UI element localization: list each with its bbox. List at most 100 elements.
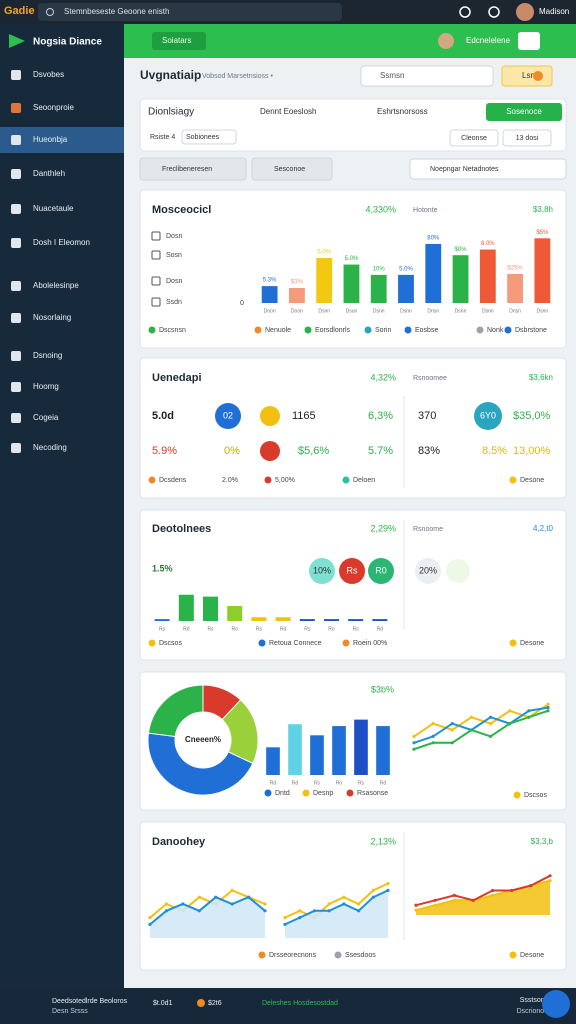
footer-right: Ssstsonos <box>520 997 553 1004</box>
point <box>371 895 375 899</box>
page-subtitle: Vobsod Marsetnsioss • <box>202 73 273 80</box>
filter-search-text[interactable]: Noepngar Netadnotes <box>430 166 499 173</box>
filter-text[interactable]: Sobionees <box>186 134 220 141</box>
action-button[interactable] <box>501 65 553 87</box>
filter-chip-text[interactable]: Sesconoe <box>274 166 305 173</box>
x-tick-label: Rd <box>270 780 277 786</box>
x-tick-label: Rs <box>358 780 365 786</box>
menu-item[interactable]: Abolelesinpe <box>33 281 79 290</box>
stat-value: 370 <box>418 410 436 422</box>
point <box>490 893 495 898</box>
header-action[interactable]: Edcnelelene <box>466 36 511 45</box>
filter-text[interactable]: Rsiste 4 <box>150 134 175 141</box>
menu-item[interactable]: Hoomg <box>33 382 59 391</box>
menu-item[interactable]: Danthleh <box>33 169 65 178</box>
search-placeholder[interactable]: Ssmsn <box>380 71 404 80</box>
menu-icon <box>11 135 21 145</box>
x-tick-label: Dnsn <box>427 308 439 314</box>
filter-chip[interactable] <box>181 129 237 145</box>
bar <box>479 249 496 303</box>
toolbar-link[interactable]: Eshrtsnorsoss <box>377 107 428 116</box>
search-text: Stemnbeseste Geoone enisth <box>64 7 169 16</box>
icon[interactable] <box>459 6 471 18</box>
page-title: Uvgnatiaip <box>140 68 201 82</box>
line <box>413 703 549 738</box>
x-tick-label: Rd <box>377 626 384 632</box>
legend-label: 2.0% <box>222 477 238 484</box>
x-tick-label: Ro <box>336 780 343 786</box>
bar-annotation: 5.3% <box>263 278 277 284</box>
badge <box>260 406 280 426</box>
menu-item[interactable]: Nosorlaing <box>33 313 71 322</box>
legend-swatch <box>264 476 272 484</box>
toolbar-chip-text[interactable]: Cleonse <box>461 135 487 142</box>
donut-segment <box>147 732 254 796</box>
point <box>342 902 346 906</box>
menu-item[interactable]: Dosh I Eleomon <box>33 238 90 247</box>
header-button[interactable] <box>152 32 206 50</box>
x-tick-label: Rd <box>380 780 387 786</box>
menu-item[interactable]: Necoding <box>33 443 67 452</box>
stat-value: 5.0d <box>152 410 174 422</box>
toolbar-chip[interactable] <box>502 129 552 147</box>
primary-button-text[interactable]: Sosenoce <box>506 107 542 116</box>
row-icon <box>151 250 161 260</box>
toolbar-chip[interactable] <box>449 129 499 147</box>
primary-button[interactable] <box>486 103 562 121</box>
fab[interactable] <box>542 990 570 1018</box>
search-box[interactable] <box>38 3 342 21</box>
avatar[interactable] <box>516 3 534 21</box>
legend-swatch <box>342 476 350 484</box>
legend-label: Drsseorecnons <box>269 952 317 959</box>
badge <box>309 558 335 584</box>
search-field[interactable] <box>360 65 494 87</box>
action-button-text[interactable]: Lsn <box>522 71 535 80</box>
badge <box>339 558 365 584</box>
x-tick-label: Dnsn <box>509 308 521 314</box>
menu-item[interactable]: Hueonbja <box>33 135 68 144</box>
bar <box>251 617 267 621</box>
bar <box>202 596 219 621</box>
toolbar-title: Dionlsiagy <box>148 107 194 118</box>
point <box>148 922 152 927</box>
menu-item[interactable]: Cogeia <box>33 413 59 422</box>
x-tick-label: Ro <box>328 626 335 632</box>
menu-item[interactable]: Dsvobes <box>33 70 64 79</box>
x-tick-label: Rd <box>183 626 190 632</box>
bar <box>343 264 360 303</box>
toolbar-chip-text[interactable]: 13 dosi <box>516 135 539 142</box>
header-icon[interactable] <box>518 32 540 50</box>
card-stat: 4,32% <box>370 372 396 382</box>
card-label: Rsnoomee <box>413 375 447 382</box>
icon[interactable] <box>488 6 500 18</box>
badge-label: Rs <box>347 565 358 575</box>
bar <box>323 619 340 621</box>
point <box>412 747 416 751</box>
line <box>413 706 549 744</box>
badge-label: 02 <box>223 410 233 420</box>
point <box>546 709 550 713</box>
legend-swatch <box>254 326 262 334</box>
badge-label: R0 <box>375 565 387 575</box>
x-tick-label: Dsnn <box>537 308 549 314</box>
footer-right-sub: Dscrionoeo <box>517 1008 553 1015</box>
stat-value: 6,3% <box>368 410 393 422</box>
menu-item[interactable]: Dsnoing <box>33 351 62 360</box>
point <box>298 916 302 920</box>
toolbar-link[interactable]: Dennt Eoeslosh <box>260 107 316 116</box>
filter-chip[interactable] <box>251 157 333 181</box>
header-button-text[interactable]: Soiatars <box>162 36 191 45</box>
point <box>371 888 375 893</box>
x-tick-label: Rd <box>280 626 287 632</box>
x-tick-label: Rs <box>353 626 360 632</box>
filter-chip[interactable] <box>139 157 247 181</box>
menu-item[interactable]: Nuacetaule <box>33 204 74 213</box>
bar <box>289 288 305 303</box>
bar-annotation: $25% <box>507 266 523 272</box>
menu-item[interactable]: Seoonproie <box>33 103 74 112</box>
filter-search[interactable] <box>409 158 567 180</box>
card-title: Deotolnees <box>152 523 211 535</box>
point <box>433 898 437 902</box>
filter-chip-text[interactable]: Freclibeneresen <box>162 166 212 173</box>
